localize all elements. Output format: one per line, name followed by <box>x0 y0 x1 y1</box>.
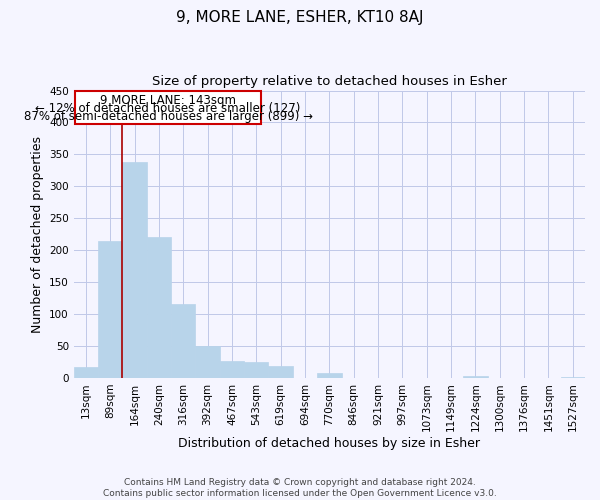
Y-axis label: Number of detached properties: Number of detached properties <box>31 136 44 332</box>
Bar <box>122 162 147 378</box>
Bar <box>244 362 268 378</box>
Text: 9 MORE LANE: 143sqm: 9 MORE LANE: 143sqm <box>100 94 236 108</box>
Bar <box>196 346 220 378</box>
Bar <box>220 361 244 378</box>
Bar <box>463 376 488 378</box>
Bar <box>171 304 196 378</box>
Bar <box>74 367 98 378</box>
Text: ← 12% of detached houses are smaller (127): ← 12% of detached houses are smaller (12… <box>35 102 301 115</box>
Bar <box>98 240 122 378</box>
Bar <box>147 238 171 378</box>
Title: Size of property relative to detached houses in Esher: Size of property relative to detached ho… <box>152 75 507 88</box>
Text: 9, MORE LANE, ESHER, KT10 8AJ: 9, MORE LANE, ESHER, KT10 8AJ <box>176 10 424 25</box>
Text: 87% of semi-detached houses are larger (899) →: 87% of semi-detached houses are larger (… <box>23 110 313 122</box>
FancyBboxPatch shape <box>75 90 261 124</box>
Bar <box>317 374 341 378</box>
Bar <box>560 376 585 378</box>
Text: Contains HM Land Registry data © Crown copyright and database right 2024.
Contai: Contains HM Land Registry data © Crown c… <box>103 478 497 498</box>
X-axis label: Distribution of detached houses by size in Esher: Distribution of detached houses by size … <box>178 437 481 450</box>
Bar <box>268 366 293 378</box>
